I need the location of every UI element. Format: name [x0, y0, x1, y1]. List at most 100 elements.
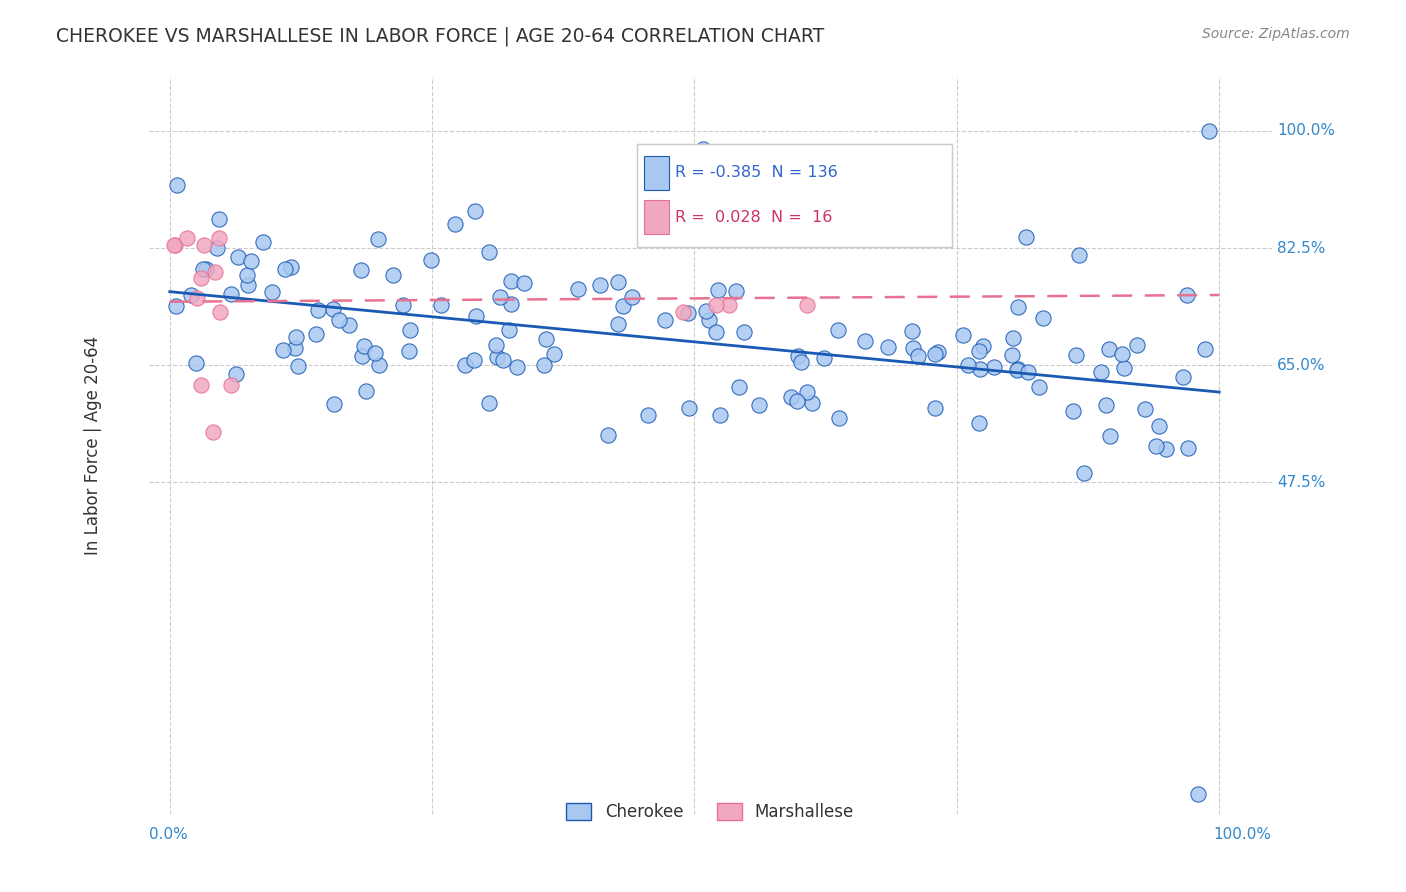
Point	[1005, 362, 1028, 376]
Point	[307, 302, 329, 317]
Point	[506, 360, 529, 375]
Point	[983, 360, 1005, 375]
Point	[704, 298, 727, 312]
Point	[787, 349, 810, 363]
Point	[676, 306, 699, 320]
Point	[1149, 419, 1171, 434]
Point	[695, 304, 717, 318]
Point	[364, 345, 387, 359]
Point	[186, 291, 208, 305]
Point	[284, 341, 307, 355]
Point	[1028, 380, 1050, 394]
Point	[225, 367, 247, 381]
Point	[796, 384, 818, 399]
Point	[485, 338, 508, 352]
Point	[463, 352, 485, 367]
Point	[692, 142, 714, 156]
Point	[534, 332, 557, 346]
Point	[828, 411, 851, 425]
Point	[637, 409, 659, 423]
Point	[420, 252, 443, 267]
Point	[322, 397, 344, 411]
Point	[607, 275, 630, 289]
Point	[478, 396, 501, 410]
Point	[1194, 343, 1216, 357]
Point	[1177, 441, 1199, 455]
Point	[337, 318, 360, 332]
Point	[398, 344, 420, 359]
Point	[485, 350, 508, 364]
Point	[1154, 442, 1177, 456]
Point	[1095, 398, 1118, 412]
Point	[1112, 361, 1135, 376]
Point	[789, 354, 811, 368]
Point	[1002, 331, 1025, 345]
Point	[166, 178, 188, 192]
Point	[924, 347, 946, 361]
Point	[1135, 402, 1157, 417]
Point	[1073, 466, 1095, 480]
Point	[1067, 248, 1090, 262]
Point	[957, 358, 980, 372]
Point	[1007, 300, 1029, 314]
Text: 65.0%: 65.0%	[1277, 358, 1326, 373]
Text: 0.0%: 0.0%	[149, 827, 187, 842]
Point	[1099, 429, 1122, 443]
Point	[352, 349, 374, 363]
Point	[596, 428, 619, 442]
Point	[1187, 787, 1209, 801]
Legend: Cherokee, Marshallese: Cherokee, Marshallese	[560, 796, 860, 828]
Point	[193, 237, 215, 252]
Point	[207, 241, 229, 255]
Point	[724, 284, 747, 298]
Point	[305, 327, 328, 342]
Point	[239, 254, 262, 268]
Point	[672, 304, 695, 318]
Point	[465, 309, 488, 323]
Point	[163, 237, 186, 252]
Point	[607, 317, 630, 331]
Point	[190, 378, 212, 392]
Text: 100.0%: 100.0%	[1213, 827, 1271, 842]
Point	[271, 343, 294, 357]
Point	[709, 408, 731, 422]
Point	[704, 325, 727, 339]
Point	[163, 237, 186, 252]
Point	[191, 262, 214, 277]
Point	[620, 290, 643, 304]
Point	[972, 339, 994, 353]
Point	[354, 384, 377, 399]
Point	[927, 345, 949, 359]
Point	[280, 260, 302, 275]
Point	[498, 323, 520, 337]
Point	[252, 235, 274, 250]
Point	[1144, 439, 1167, 453]
Point	[349, 263, 371, 277]
Point	[543, 347, 565, 361]
Point	[207, 211, 229, 226]
Point	[824, 232, 846, 246]
Point	[464, 203, 486, 218]
Point	[924, 401, 946, 415]
Point	[1090, 365, 1112, 379]
Point	[367, 232, 389, 246]
Text: In Labor Force | Age 20-64: In Labor Force | Age 20-64	[83, 336, 101, 555]
Text: 47.5%: 47.5%	[1277, 475, 1326, 490]
Point	[453, 358, 475, 372]
Point	[328, 312, 350, 326]
Point	[180, 288, 202, 302]
Point	[1126, 337, 1149, 351]
Point	[907, 349, 929, 363]
Point	[952, 327, 974, 342]
Point	[969, 361, 991, 376]
Point	[399, 323, 422, 337]
Text: Source: ZipAtlas.com: Source: ZipAtlas.com	[1202, 27, 1350, 41]
Point	[901, 341, 924, 355]
Point	[1007, 361, 1029, 376]
Point	[1111, 347, 1133, 361]
Point	[209, 304, 232, 318]
Point	[1198, 124, 1220, 138]
Point	[262, 285, 284, 300]
Point	[1001, 348, 1024, 362]
Point	[368, 358, 391, 372]
